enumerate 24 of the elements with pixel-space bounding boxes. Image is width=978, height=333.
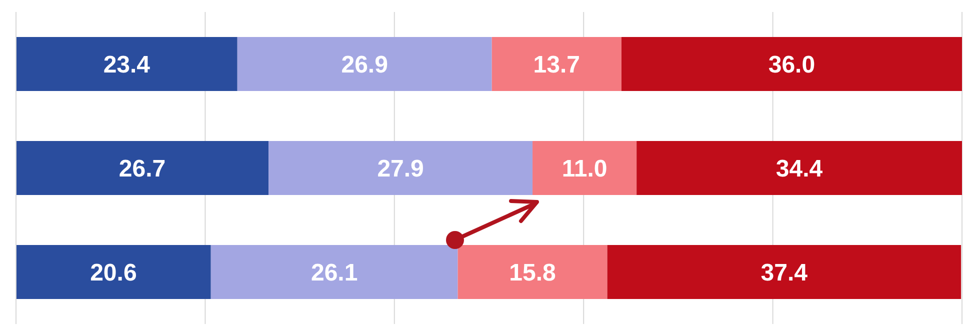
bar (458, 244, 608, 299)
bar (268, 140, 533, 195)
data-label: 23.4 (103, 51, 151, 78)
bar (237, 36, 492, 91)
bar (532, 140, 637, 195)
data-label: 34.4 (776, 155, 824, 182)
data-label: 13.7 (533, 51, 580, 78)
bar (607, 244, 962, 299)
data-label: 15.8 (509, 259, 556, 286)
data-label: 37.4 (760, 259, 808, 286)
data-label: 36.0 (768, 51, 816, 78)
data-label: 11.0 (562, 155, 608, 182)
data-label: 27.9 (377, 155, 424, 182)
data-label: 26.1 (310, 259, 358, 286)
bar (16, 244, 211, 299)
bar (492, 36, 622, 91)
data-label: 20.6 (90, 259, 137, 286)
data-label: 26.7 (118, 155, 166, 182)
data-label: 26.9 (341, 51, 388, 78)
bar (16, 36, 238, 91)
bar (636, 140, 962, 195)
bar (16, 140, 269, 195)
bar (621, 36, 962, 91)
bar (210, 244, 458, 299)
